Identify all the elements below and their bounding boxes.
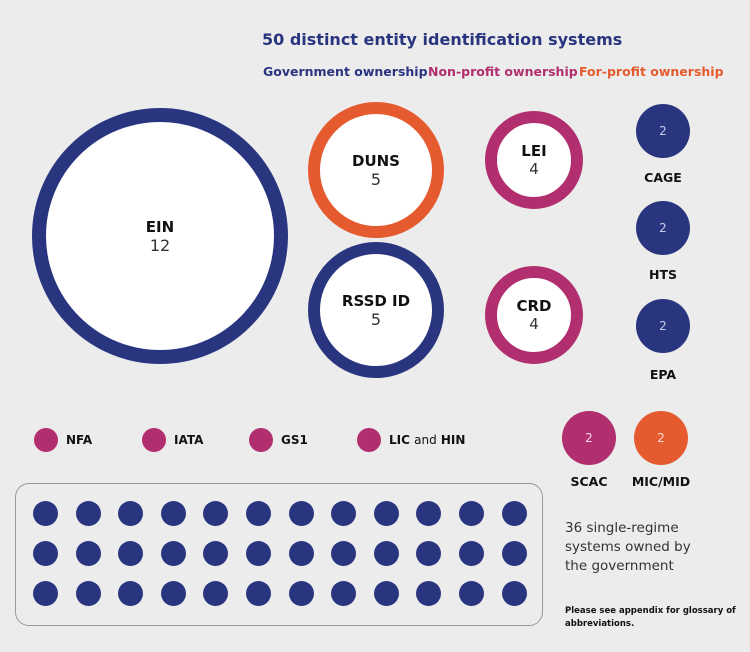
single-regime-dot: [33, 541, 58, 566]
single-regime-dot: [160, 501, 186, 526]
circle-count: 12: [149, 235, 171, 255]
circle-count: 4: [529, 160, 539, 178]
circle-count: 5: [370, 309, 382, 329]
circle-name: DUNS: [352, 151, 400, 170]
single-regime-dot: [160, 581, 186, 606]
single-regime-dot: [416, 541, 442, 566]
label-mic-mid: MIC/MID: [631, 474, 691, 489]
single-regime-dot: [331, 501, 357, 526]
legend-for-profit: For-profit ownership: [579, 64, 724, 79]
dot-iata: [142, 428, 166, 452]
single-regime-dot: [75, 541, 101, 566]
single-regime-dot: [288, 541, 314, 566]
circle-name: EIN: [145, 217, 175, 236]
single-regime-dot: [246, 581, 271, 606]
single-regime-dot: [373, 581, 399, 606]
circle-rssd-id: RSSD ID 5: [308, 242, 444, 378]
circle-duns: DUNS 5: [308, 102, 444, 238]
single-regime-box: [15, 483, 543, 626]
label-lic-hin: LIC and HIN: [389, 433, 465, 447]
single-regime-dot: [416, 501, 442, 526]
legend-government: Government ownership: [263, 64, 428, 79]
glossary-note: Please see appendix for glossary of abbr…: [565, 606, 736, 629]
single-regime-dot: [501, 541, 527, 566]
legend-non-profit: Non-profit ownership: [428, 64, 578, 79]
title: 50 distinct entity identification system…: [262, 30, 623, 49]
circle-name: CRD: [516, 297, 552, 315]
single-regime-dot: [203, 541, 229, 566]
single-regime-dot: [118, 501, 144, 526]
label-hin: HIN: [440, 433, 466, 447]
single-regime-dot: [373, 541, 399, 566]
dot-lic-hin: [357, 428, 381, 452]
single-regime-dot: [501, 501, 527, 526]
label-nfa: NFA: [66, 433, 93, 447]
label-hts: HTS: [649, 267, 677, 282]
dot-gs1: [249, 428, 273, 452]
single-regime-dot: [246, 541, 271, 566]
single-regime-dot: [75, 501, 101, 526]
circle-mic-mid: 2: [634, 411, 688, 465]
single-regime-dot: [160, 541, 186, 566]
single-regime-text: 36 single-regime systems owned by the go…: [565, 520, 691, 574]
single-regime-dot: [288, 501, 314, 526]
single-regime-dot: [288, 581, 314, 606]
label-and: and: [414, 433, 437, 447]
single-regime-dot: [118, 541, 144, 566]
single-regime-dot: [459, 501, 484, 526]
circle-lei: LEI 4: [485, 111, 583, 209]
single-regime-dot: [331, 581, 357, 606]
circle-hts: 2: [636, 201, 690, 255]
single-regime-dot: [203, 581, 229, 606]
circle-cage: 2: [636, 104, 690, 158]
label-epa: EPA: [649, 367, 677, 382]
single-regime-dot: [459, 581, 484, 606]
circle-count: 4: [529, 315, 539, 333]
circle-name: LEI: [521, 142, 547, 160]
single-regime-dot: [203, 501, 229, 526]
label-scac: SCAC: [570, 474, 608, 489]
single-regime-dot: [416, 581, 442, 606]
circle-crd: CRD 4: [485, 266, 583, 364]
single-regime-dot: [459, 541, 484, 566]
circle-scac: 2: [562, 411, 616, 465]
single-regime-dot: [33, 581, 58, 606]
label-gs1: GS1: [281, 433, 308, 447]
single-regime-dot: [246, 501, 271, 526]
label-iata: IATA: [174, 433, 204, 447]
circle-ein: EIN 12: [32, 108, 288, 364]
dot-nfa: [34, 428, 58, 452]
single-regime-dot: [331, 541, 357, 566]
single-regime-dot: [373, 501, 399, 526]
single-regime-dot: [75, 581, 101, 606]
circle-epa: 2: [636, 299, 690, 353]
label-cage: CAGE: [644, 170, 682, 185]
label-lic: LIC: [389, 433, 410, 447]
single-regime-dot: [33, 501, 58, 526]
circle-count: 5: [370, 169, 382, 189]
circle-name: RSSD ID: [341, 291, 411, 310]
single-regime-dot: [118, 581, 144, 606]
single-regime-dot: [501, 581, 527, 606]
